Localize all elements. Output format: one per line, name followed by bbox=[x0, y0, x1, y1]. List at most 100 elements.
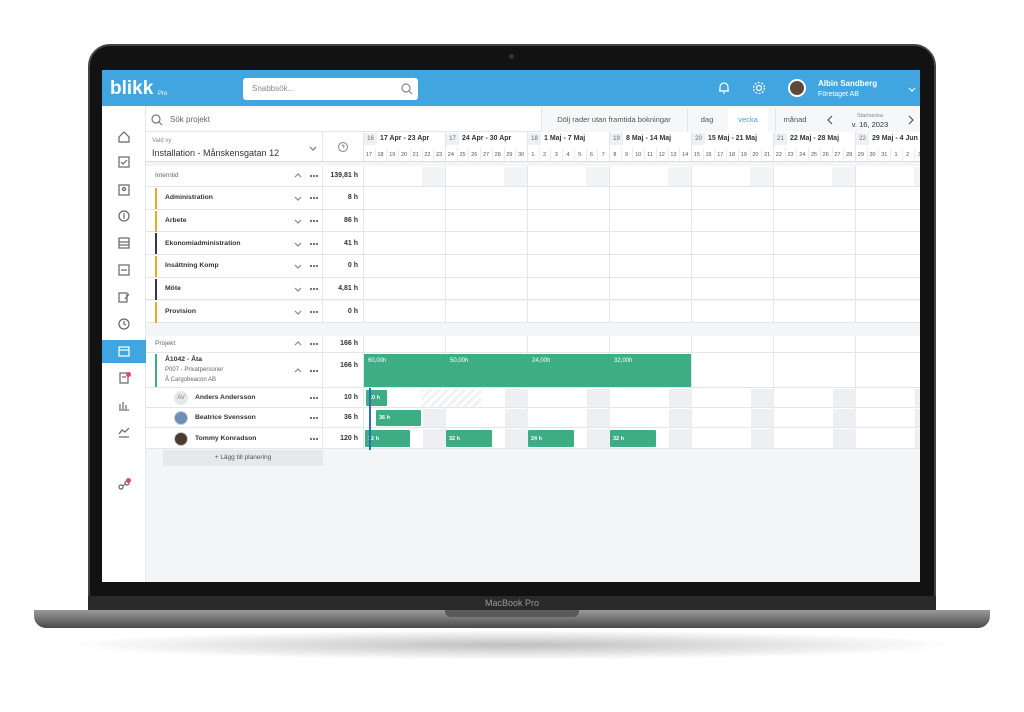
hours-divider bbox=[322, 336, 323, 353]
row-toggle[interactable] bbox=[290, 190, 306, 206]
row-menu[interactable] bbox=[306, 258, 322, 274]
weekend-cell bbox=[516, 389, 528, 407]
week-line bbox=[609, 166, 610, 187]
hide-rows-toggle[interactable]: Dölj rader utan framtida bokningar bbox=[557, 115, 671, 124]
weekend-cell bbox=[598, 389, 610, 407]
help-icon[interactable] bbox=[335, 139, 351, 155]
booking-bar[interactable] bbox=[528, 430, 574, 447]
weekend-cell bbox=[422, 429, 435, 448]
week-number: 18 bbox=[531, 136, 538, 142]
week-line bbox=[363, 388, 364, 408]
nav-icon[interactable] bbox=[116, 397, 132, 413]
prev-week[interactable] bbox=[822, 112, 838, 128]
view-button[interactable]: dag bbox=[700, 115, 714, 124]
row bbox=[146, 232, 920, 256]
nav-icon[interactable] bbox=[116, 154, 132, 170]
row-menu[interactable] bbox=[306, 213, 322, 229]
nav-icon[interactable] bbox=[116, 235, 132, 251]
row-menu[interactable] bbox=[306, 190, 322, 206]
row-toggle[interactable] bbox=[290, 236, 306, 252]
row-menu[interactable] bbox=[306, 390, 322, 406]
user-avatar[interactable] bbox=[788, 79, 806, 97]
row-toggle[interactable] bbox=[290, 213, 306, 229]
view-dropdown[interactable] bbox=[305, 140, 321, 156]
add-button[interactable] bbox=[163, 450, 323, 466]
row-menu[interactable] bbox=[306, 168, 322, 184]
booking-bar[interactable] bbox=[365, 430, 410, 447]
project-week-bar[interactable] bbox=[610, 354, 691, 387]
booking-bar[interactable] bbox=[366, 390, 387, 406]
nav-icon[interactable] bbox=[116, 289, 132, 305]
project-week-bar[interactable] bbox=[446, 354, 528, 387]
day-number: 29 bbox=[506, 152, 513, 158]
week-line bbox=[691, 166, 692, 187]
booking-bar[interactable] bbox=[376, 409, 421, 426]
nav-icon[interactable] bbox=[116, 208, 132, 224]
row-toggle[interactable] bbox=[290, 363, 306, 379]
hours-divider bbox=[322, 388, 323, 408]
row-toggle[interactable] bbox=[290, 304, 306, 320]
day-separator bbox=[808, 148, 810, 161]
badge bbox=[126, 478, 131, 483]
weekend-cell bbox=[844, 389, 856, 407]
view-name[interactable]: Installation - Månskensgatan 12 bbox=[152, 148, 280, 158]
view-separator bbox=[687, 108, 688, 132]
row-toggle[interactable] bbox=[290, 336, 306, 352]
view-button[interactable]: månad bbox=[783, 115, 807, 124]
day-number: 30 bbox=[869, 152, 876, 158]
user-menu[interactable] bbox=[904, 81, 920, 97]
row-menu[interactable] bbox=[306, 236, 322, 252]
day-separator bbox=[456, 148, 458, 161]
day-separator bbox=[843, 148, 845, 161]
day-number: 17 bbox=[365, 152, 372, 158]
search-box[interactable] bbox=[243, 78, 418, 100]
row-menu[interactable] bbox=[306, 281, 322, 297]
weekend-cell bbox=[434, 408, 446, 427]
row-toggle[interactable] bbox=[290, 258, 306, 274]
week-line bbox=[609, 232, 610, 256]
row-toggle[interactable] bbox=[290, 281, 306, 297]
nav-icon[interactable] bbox=[116, 129, 132, 145]
settings-icon[interactable] bbox=[751, 80, 767, 96]
week-line bbox=[609, 187, 610, 210]
camera bbox=[509, 54, 514, 59]
day-separator bbox=[550, 148, 552, 161]
weekend-cell bbox=[680, 408, 692, 427]
day-separator bbox=[433, 148, 435, 161]
search-icon[interactable] bbox=[399, 81, 415, 97]
day-separator bbox=[679, 148, 681, 161]
badge bbox=[126, 372, 131, 377]
weekend-cell bbox=[831, 167, 844, 186]
week-line bbox=[527, 209, 528, 233]
next-week[interactable] bbox=[903, 112, 919, 128]
project-week-bar[interactable] bbox=[364, 354, 446, 387]
row-menu[interactable] bbox=[306, 336, 322, 352]
row-menu[interactable] bbox=[306, 363, 322, 379]
day-separator bbox=[784, 148, 786, 161]
nav-icon[interactable] bbox=[116, 343, 132, 359]
row-menu[interactable] bbox=[306, 410, 322, 426]
add-button-label[interactable]: + Lägg till planering bbox=[214, 454, 272, 461]
row-menu[interactable] bbox=[306, 431, 322, 447]
row-menu[interactable] bbox=[306, 304, 322, 320]
row-toggle[interactable] bbox=[290, 168, 306, 184]
week-line bbox=[363, 407, 364, 428]
nav-icon[interactable] bbox=[116, 316, 132, 332]
bell-icon[interactable] bbox=[716, 80, 732, 96]
nav-icon[interactable] bbox=[116, 424, 132, 440]
week-line bbox=[773, 166, 774, 187]
view-button[interactable]: vecka bbox=[738, 115, 758, 124]
booking-bar[interactable] bbox=[610, 430, 656, 447]
search-project[interactable]: Sök projekt bbox=[170, 115, 211, 124]
weekend-cell bbox=[914, 408, 920, 427]
category-name: Administration bbox=[165, 194, 213, 202]
nav-icon[interactable] bbox=[116, 262, 132, 278]
day-number: 26 bbox=[471, 152, 478, 158]
nav-icon[interactable] bbox=[116, 182, 132, 198]
day-separator bbox=[386, 148, 388, 161]
booking-label: 12 h bbox=[368, 435, 380, 442]
search-project-icon[interactable] bbox=[149, 112, 165, 128]
nav-icon[interactable] bbox=[116, 370, 132, 386]
project-week-bar[interactable] bbox=[528, 354, 610, 387]
booking-bar[interactable] bbox=[446, 430, 492, 447]
